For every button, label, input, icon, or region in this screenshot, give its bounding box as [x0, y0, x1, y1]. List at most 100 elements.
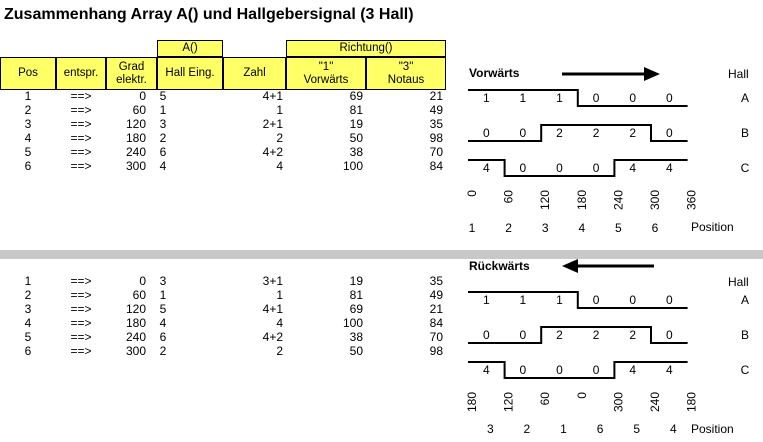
cell-n: 49: [429, 288, 443, 302]
cell-hall: 6: [159, 330, 167, 344]
cell-grad: 240: [125, 330, 146, 344]
cell-grad: 300: [125, 344, 146, 358]
degree-tick-label: 180: [465, 392, 479, 412]
cell-arrow: ==>: [70, 316, 92, 330]
signal-level-value: 0: [666, 91, 673, 105]
signal-level-value: 0: [666, 293, 673, 307]
cell-arrow: ==>: [70, 330, 92, 344]
header-pos: Pos: [0, 57, 56, 90]
header-vorwaerts-line1: "1": [318, 60, 334, 73]
cell-arrow: ==>: [70, 302, 92, 316]
degree-tick-label: 300: [648, 190, 662, 210]
degree-tick-label: 360: [685, 190, 699, 210]
header-hall-eing: Hall Eing.: [157, 57, 223, 90]
signal-level-value: 4: [483, 363, 490, 377]
cell-grad: 180: [125, 316, 146, 330]
position-tick-label: 3: [487, 422, 494, 436]
signal-level-value: 0: [520, 161, 527, 175]
cell-n: 21: [429, 302, 443, 316]
position-label-top: Position: [691, 220, 734, 234]
degree-tick-label: 240: [648, 392, 662, 412]
signal-level-value: 0: [666, 126, 673, 140]
position-tick-label: 2: [505, 221, 512, 235]
position-tick-label: 1: [469, 221, 476, 235]
cell-zahl: 4+1: [262, 89, 283, 103]
cell-v: 69: [349, 89, 363, 103]
hall-label-bottom: Hall: [728, 275, 749, 289]
cell-arrow: ==>: [70, 145, 92, 159]
signal-level-value: 0: [483, 328, 490, 342]
label-vorwaerts: Vorwärts: [469, 66, 520, 80]
signal-wave-c: [468, 361, 688, 379]
header-group-a: A(): [157, 40, 223, 57]
header-grad-line2: elektr.: [116, 73, 147, 86]
signal-level-value: 0: [556, 363, 563, 377]
cell-n: 35: [429, 117, 443, 131]
cell-pos: 4: [24, 316, 32, 330]
signal-wave-b: [468, 326, 688, 344]
degree-tick-label: 120: [538, 190, 552, 210]
label-rueckwaerts: Rückwärts: [469, 259, 530, 273]
position-label-bottom: Position: [691, 422, 734, 436]
signal-level-value: 0: [593, 161, 600, 175]
header-entspr: entspr.: [56, 57, 106, 90]
cell-hall: 4: [159, 159, 167, 173]
cell-hall: 6: [159, 145, 167, 159]
cell-zahl: 1: [276, 103, 283, 117]
cell-hall: 3: [159, 274, 167, 288]
cell-n: 70: [429, 145, 443, 159]
diagram-forward: 1 1 1 0 0 0 A 0 0 2 2 2 0 B 4 0 0 0 4 4 C 0 60 120 180 240 300 360 1…: [465, 89, 750, 235]
header-grad-line1: Grad: [118, 60, 145, 73]
cell-pos: 4: [24, 131, 32, 145]
cell-hall: 1: [159, 103, 167, 117]
cell-grad: 120: [125, 117, 146, 131]
degree-tick-label: 60: [502, 190, 516, 204]
cell-zahl: 4: [276, 159, 283, 173]
signal-level-value: 2: [593, 126, 600, 140]
signal-level-value: 0: [593, 293, 600, 307]
cell-zahl: 4+1: [262, 302, 283, 316]
position-tick-label: 5: [633, 422, 640, 436]
cell-v: 38: [349, 330, 363, 344]
cell-grad: 240: [125, 145, 146, 159]
signal-level-value: 0: [556, 161, 563, 175]
signal-level-value: 2: [629, 328, 636, 342]
cell-v: 81: [349, 288, 363, 302]
signal-level-value: 2: [593, 328, 600, 342]
signal-level-value: 0: [629, 91, 636, 105]
cell-arrow: ==>: [70, 159, 92, 173]
cell-v: 19: [349, 274, 363, 288]
signal-level-value: 0: [593, 363, 600, 377]
cell-n: 70: [429, 330, 443, 344]
signal-name-a: A: [741, 293, 749, 307]
signal-level-value: 1: [520, 91, 527, 105]
cell-v: 38: [349, 145, 363, 159]
signal-wave-a: [468, 291, 688, 309]
position-tick-label: 4: [578, 221, 585, 235]
cell-hall: 3: [159, 117, 167, 131]
signal-level-value: 2: [556, 126, 563, 140]
cell-grad: 180: [125, 131, 146, 145]
signal-level-value: 0: [520, 328, 527, 342]
cell-pos: 1: [24, 274, 32, 288]
position-tick-label: 1: [560, 422, 567, 436]
signal-level-value: 2: [556, 328, 563, 342]
cell-zahl: 4+2: [262, 330, 283, 344]
cell-pos: 5: [24, 145, 32, 159]
signal-name-a: A: [741, 91, 749, 105]
position-tick-label: 4: [670, 422, 677, 436]
cell-hall: 5: [159, 302, 167, 316]
hall-label-top: Hall: [728, 67, 749, 81]
signal-level-value: 4: [629, 161, 636, 175]
header-zahl: Zahl: [223, 57, 286, 90]
cell-v: 69: [349, 302, 363, 316]
cell-grad: 120: [125, 302, 146, 316]
arrow-left-head: [562, 259, 578, 273]
cell-n: 84: [429, 316, 443, 330]
cell-pos: 3: [24, 302, 32, 316]
cell-n: 49: [429, 103, 443, 117]
cell-zahl: 3+1: [262, 274, 283, 288]
signal-level-value: 0: [629, 293, 636, 307]
signal-name-c: C: [741, 363, 750, 377]
cell-hall: 2: [159, 344, 167, 358]
